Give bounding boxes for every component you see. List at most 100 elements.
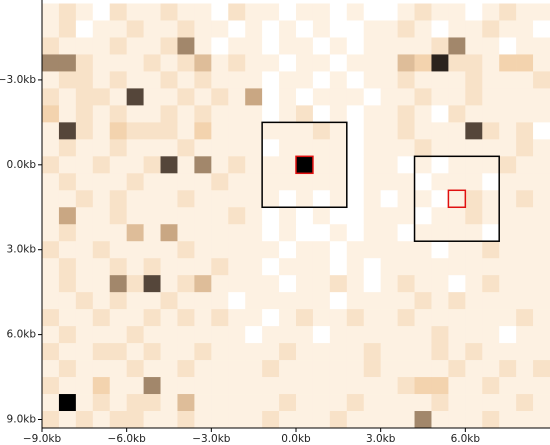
cell — [245, 394, 263, 412]
cell — [211, 411, 229, 429]
cell — [42, 360, 60, 378]
cell — [397, 139, 415, 157]
cell — [533, 139, 550, 157]
cell — [109, 292, 127, 310]
cell — [109, 360, 127, 378]
cell — [346, 122, 365, 140]
x-tick-label: −3.0kb — [192, 433, 231, 445]
cell — [499, 105, 517, 123]
cell — [194, 105, 212, 123]
cell — [499, 411, 517, 429]
cell — [42, 54, 60, 72]
cell — [279, 3, 297, 21]
cell — [380, 3, 398, 21]
cell — [143, 156, 161, 174]
cell — [414, 224, 432, 242]
cell — [533, 360, 550, 378]
x-tick-label: 6.0kb — [451, 433, 481, 445]
cell — [75, 190, 94, 208]
cell — [279, 156, 297, 174]
cell — [160, 241, 178, 259]
cell — [482, 207, 500, 225]
cell — [329, 411, 348, 429]
cell — [194, 377, 212, 395]
cell — [363, 326, 381, 344]
cell — [516, 377, 534, 395]
cell — [75, 309, 94, 327]
cell — [465, 360, 483, 378]
cell — [262, 309, 280, 327]
cell — [211, 122, 229, 140]
cell — [499, 224, 517, 242]
cell — [431, 411, 449, 429]
cell — [448, 88, 466, 106]
cell — [482, 139, 500, 157]
cell — [329, 292, 348, 310]
cell — [194, 122, 212, 140]
cell — [296, 156, 314, 174]
cell — [363, 241, 381, 259]
cell — [160, 326, 178, 344]
cell — [143, 292, 161, 310]
cell — [448, 241, 466, 259]
cell — [126, 343, 144, 361]
cell — [533, 156, 550, 174]
cell — [143, 105, 161, 123]
cell — [448, 105, 466, 123]
cell — [296, 377, 314, 395]
cell — [279, 20, 297, 38]
cell — [465, 258, 483, 276]
cell — [312, 139, 331, 157]
cell — [448, 54, 466, 72]
cell — [397, 360, 415, 378]
cell — [75, 105, 94, 123]
cell — [296, 275, 314, 293]
cell — [296, 139, 314, 157]
cell — [75, 224, 94, 242]
cell — [228, 343, 246, 361]
cell — [92, 292, 111, 310]
cell — [363, 105, 381, 123]
cell — [397, 105, 415, 123]
cell — [177, 241, 195, 259]
cell — [296, 88, 314, 106]
cell — [533, 207, 550, 225]
cell — [92, 71, 111, 89]
cell — [414, 105, 432, 123]
cell — [177, 88, 195, 106]
cell — [160, 343, 178, 361]
cell — [516, 37, 534, 55]
cell — [363, 258, 381, 276]
cell — [516, 241, 534, 259]
cell — [516, 105, 534, 123]
cell — [431, 20, 449, 38]
cell — [177, 139, 195, 157]
cell — [245, 292, 263, 310]
cell — [465, 343, 483, 361]
cell — [482, 292, 500, 310]
cell — [329, 105, 348, 123]
cell — [262, 411, 280, 429]
cell — [177, 275, 195, 293]
cell — [363, 173, 381, 191]
cell — [346, 326, 365, 344]
cell — [380, 190, 398, 208]
cell — [312, 258, 331, 276]
cell — [296, 173, 314, 191]
cell — [160, 207, 178, 225]
cell — [482, 224, 500, 242]
cell — [380, 292, 398, 310]
cell — [279, 190, 297, 208]
cell — [516, 343, 534, 361]
x-tick-label: 3.0kb — [366, 433, 396, 445]
cell — [262, 20, 280, 38]
cell — [228, 156, 246, 174]
cell — [177, 207, 195, 225]
cell — [262, 207, 280, 225]
cell — [42, 411, 60, 429]
cell — [312, 71, 331, 89]
cell — [126, 241, 144, 259]
cell — [58, 292, 77, 310]
cell — [75, 360, 94, 378]
cell — [279, 343, 297, 361]
